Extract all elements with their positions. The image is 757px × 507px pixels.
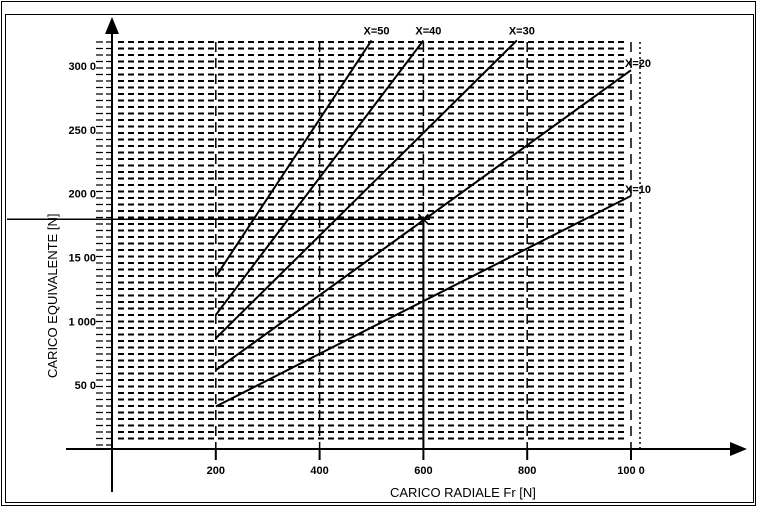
series-line: [214, 39, 373, 278]
grid: [118, 41, 641, 449]
x-tick-label: 200: [207, 465, 225, 477]
series-label: X=40: [415, 25, 441, 37]
axes: [66, 17, 747, 492]
series-label: X=50: [364, 25, 390, 37]
y-tick-label: 50 0: [75, 380, 96, 392]
y-tick-label: 200 0: [68, 189, 96, 201]
y-tick-label: 250 0: [68, 125, 96, 137]
series-label: X=30: [509, 25, 535, 37]
series-label: X=10: [625, 184, 651, 196]
y-tick-label: 300 0: [68, 61, 96, 73]
y-axis-title: CARICO EQUIVALENTE [N]: [45, 214, 60, 378]
y-axis-arrow: [105, 17, 119, 34]
x-tick-label: 100 0: [617, 465, 645, 477]
y-tick-label: 15 00: [68, 253, 96, 265]
x-axis-arrow: [730, 442, 747, 456]
x-axis-title: CARICO RADIALE Fr [N]: [390, 485, 536, 500]
series-labels: X=10 X=20 X=30 X=40 X=50: [364, 25, 652, 195]
x-tick-label: 600: [414, 465, 432, 477]
series-line: [215, 39, 425, 316]
x-tick-label: 400: [310, 465, 328, 477]
series-line: [215, 39, 518, 340]
tick-labels: 200 400 600 800 100 0 50 0 1 000 15 00 200 0 250 …: [68, 61, 644, 477]
series-label: X=20: [625, 58, 651, 70]
series-lines: [7, 39, 632, 449]
y-tick-label: 1 000: [68, 316, 96, 328]
inner-frame: [5, 14, 754, 503]
x-tick-label: 800: [518, 465, 536, 477]
reference-marker: [417, 213, 429, 225]
